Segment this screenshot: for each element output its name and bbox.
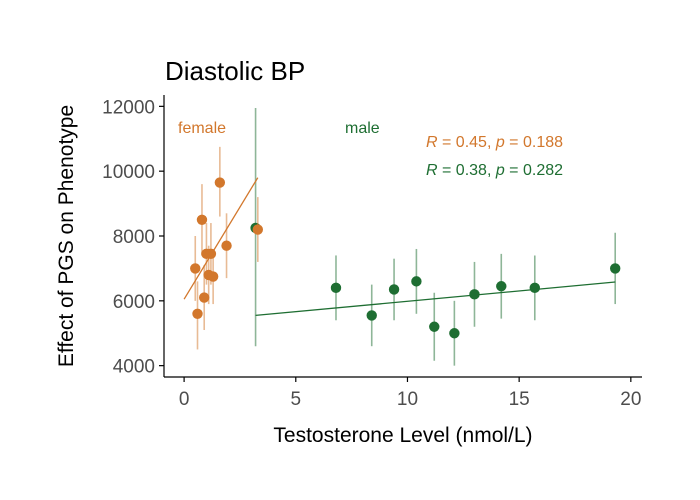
male-fit-line: [255, 281, 616, 317]
female-point: [190, 263, 201, 274]
y-tick-label: 10000: [102, 162, 155, 183]
female-point: [192, 308, 203, 319]
y-axis-label: Effect of PGS on Phenotype: [55, 105, 78, 367]
male-point: [366, 310, 377, 321]
female-point: [196, 214, 208, 225]
y-tick-label: 6000: [113, 292, 155, 313]
male-point: [330, 282, 342, 294]
male-stat-label: R = 0.38, p = 0.282: [426, 162, 563, 179]
x-tick-label: 10: [397, 389, 418, 410]
female-point: [207, 271, 219, 282]
x-tick-label: 0: [179, 389, 190, 410]
male-point: [429, 321, 440, 332]
male-point: [609, 263, 621, 274]
x-tick-label: 15: [509, 389, 530, 410]
female-point: [199, 292, 210, 303]
female-group-label: female: [178, 120, 226, 137]
x-axis-ticks: 0 5 10 15 20: [179, 377, 641, 410]
y-tick-label: 12000: [102, 97, 155, 118]
y-axis-ticks: 4000 6000 8000 10000 12000: [102, 97, 164, 378]
male-point: [449, 328, 460, 339]
male-point: [388, 284, 400, 295]
x-tick-label: 20: [620, 389, 641, 410]
male-point: [529, 282, 540, 294]
female-fit-line: [183, 177, 259, 300]
x-axis-label: Testosterone Level (nmol/L): [273, 424, 532, 447]
male-group-label: male: [345, 120, 380, 137]
female-point: [214, 177, 226, 188]
y-tick-label: 8000: [113, 227, 155, 248]
female-series: [183, 146, 264, 350]
y-tick-label: 4000: [113, 357, 155, 378]
female-point: [252, 224, 264, 235]
female-point: [205, 248, 217, 260]
male-point: [496, 281, 507, 292]
plot-area: [183, 107, 621, 366]
female-stat-label: R = 0.45, p = 0.188: [426, 134, 563, 151]
female-point: [221, 240, 232, 251]
x-tick-label: 5: [290, 389, 301, 410]
chart-title: Diastolic BP: [165, 56, 305, 86]
male-point: [469, 289, 480, 300]
male-point: [411, 276, 422, 287]
